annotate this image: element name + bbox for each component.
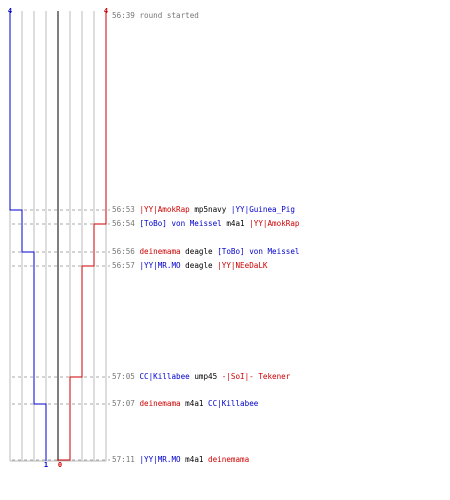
log-row: 57:07 deinemama m4a1 CC|Killabee <box>112 398 258 410</box>
log-weapon: mp5navy <box>194 205 227 214</box>
log-victim: |YY|NEeDaLK <box>217 261 268 270</box>
log-row: 56:39 round started <box>112 10 199 22</box>
log-row: 57:11 |YY|MR.MO m4a1 deinemama <box>112 454 249 466</box>
log-row: 56:57 |YY|MR.MO deagle |YY|NEeDaLK <box>112 260 267 272</box>
log-victim: |YY|Guinea_Pig <box>230 205 295 214</box>
log-killer: [ToBo] von Meissel <box>139 219 222 228</box>
log-victim: -|SoI|- Tekener <box>221 372 291 381</box>
log-killer: |YY|AmokRap <box>139 205 190 214</box>
log-killer: CC|Killabee <box>139 372 190 381</box>
blue-end-label: 1 <box>44 461 48 469</box>
log-victim: CC|Killabee <box>208 399 259 408</box>
red-end-label: 0 <box>58 461 62 469</box>
log-row: 56:56 deinemama deagle [ToBo] von Meisse… <box>112 246 299 258</box>
log-weapon: m4a1 <box>185 399 204 408</box>
log-weapon: deagle <box>185 261 213 270</box>
log-time: 57:07 <box>112 399 135 408</box>
log-killer: |YY|MR.MO <box>139 261 181 270</box>
series-red-line <box>57 11 107 461</box>
log-row: 56:53 |YY|AmokRap mp5navy |YY|Guinea_Pig <box>112 204 295 216</box>
log-time: 57:05 <box>112 372 135 381</box>
log-row: 56:54 [ToBo] von Meissel m4a1 |YY|AmokRa… <box>112 218 299 230</box>
log-weapon: deagle <box>185 247 213 256</box>
log-killer: deinemama <box>139 399 181 408</box>
log-time: 56:54 <box>112 219 135 228</box>
blue-start-label: 4 <box>8 7 12 15</box>
log-victim: |YY|AmokRap <box>249 219 300 228</box>
log-killer: |YY|MR.MO <box>139 455 181 464</box>
series-blue-line <box>9 11 47 461</box>
log-time: 56:39 <box>112 11 135 20</box>
log-time: 56:57 <box>112 261 135 270</box>
log-weapon: ump45 <box>194 372 218 381</box>
log-killer: deinemama <box>139 247 181 256</box>
log-victim: deinemama <box>208 455 250 464</box>
log-row: 57:05 CC|Killabee ump45 -|SoI|- Tekener <box>112 371 290 383</box>
log-victim: [ToBo] von Meissel <box>217 247 300 256</box>
log-weapon: m4a1 <box>226 219 245 228</box>
log-weapon: m4a1 <box>185 455 204 464</box>
red-start-label: 4 <box>104 7 108 15</box>
log-time: 57:11 <box>112 455 135 464</box>
log-time: 56:53 <box>112 205 135 214</box>
log-time: 56:56 <box>112 247 135 256</box>
log-round-start: round started <box>139 11 199 20</box>
